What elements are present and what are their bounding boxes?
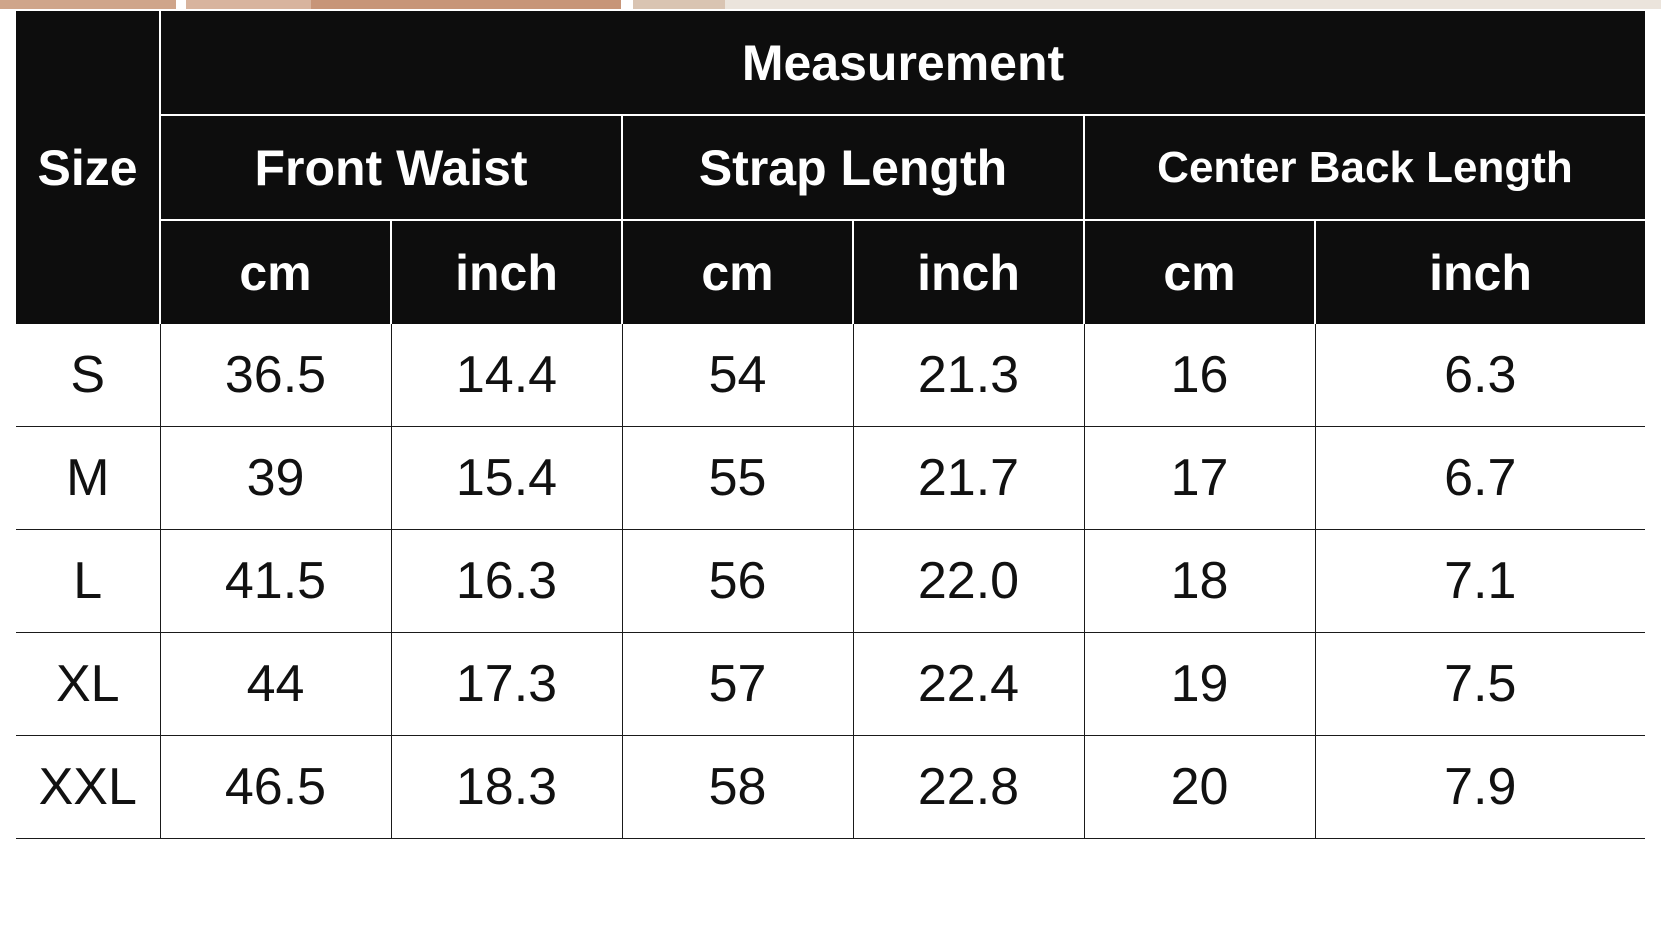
center-back-length-cm-cell: 17	[1083, 426, 1315, 530]
size-cell: XXL	[16, 735, 160, 839]
center-back-length-cm-cell: 18	[1083, 529, 1315, 633]
unit-header-inch: inch	[852, 219, 1084, 324]
size-column-header: Size	[16, 11, 160, 324]
photo-gap	[621, 0, 633, 9]
size-cell: M	[16, 426, 160, 530]
front-waist-inch-cell: 14.4	[390, 324, 622, 427]
product-photo-fragment	[186, 0, 311, 9]
unit-header-inch: inch	[390, 219, 622, 324]
table-row: XXL 46.5 18.3 58 22.8 20 7.9	[16, 735, 1645, 839]
center-back-length-inch-cell: 6.3	[1314, 324, 1645, 427]
strap-length-inch-cell: 22.0	[852, 529, 1084, 633]
strap-length-header: Strap Length	[621, 114, 1084, 220]
center-back-length-header: Center Back Length	[1083, 114, 1645, 220]
size-cell: XL	[16, 632, 160, 736]
product-photo-fragment	[0, 0, 176, 9]
strap-length-inch-cell: 21.7	[852, 426, 1084, 530]
size-chart-header: Size Measurement Front Waist Strap Lengt…	[16, 11, 1645, 324]
strap-length-inch-cell: 22.8	[852, 735, 1084, 839]
strap-length-inch-cell: 21.3	[852, 324, 1084, 427]
unit-header-cm: cm	[159, 219, 391, 324]
strap-length-cm-cell: 55	[621, 426, 853, 530]
strap-length-cm-cell: 58	[621, 735, 853, 839]
strap-length-cm-cell: 57	[621, 632, 853, 736]
center-back-length-inch-cell: 7.1	[1314, 529, 1645, 633]
size-cell: L	[16, 529, 160, 633]
size-chart-table: Size Measurement Front Waist Strap Lengt…	[16, 11, 1645, 839]
front-waist-cm-cell: 39	[159, 426, 391, 530]
front-waist-cm-cell: 41.5	[159, 529, 391, 633]
center-back-length-cm-cell: 16	[1083, 324, 1315, 427]
header-row-top: Size Measurement	[16, 11, 1645, 324]
product-photo-fragment	[311, 0, 621, 9]
center-back-length-inch-cell: 7.9	[1314, 735, 1645, 839]
center-back-length-inch-cell: 7.5	[1314, 632, 1645, 736]
strap-length-cm-cell: 56	[621, 529, 853, 633]
front-waist-inch-cell: 15.4	[390, 426, 622, 530]
product-photo-fragment	[725, 0, 1661, 9]
photo-gap	[176, 0, 186, 9]
front-waist-inch-cell: 17.3	[390, 632, 622, 736]
table-row: S 36.5 14.4 54 21.3 16 6.3	[16, 324, 1645, 427]
center-back-length-inch-cell: 6.7	[1314, 426, 1645, 530]
front-waist-cm-cell: 44	[159, 632, 391, 736]
strap-length-inch-cell: 22.4	[852, 632, 1084, 736]
product-photo-strip	[0, 0, 1661, 9]
front-waist-header: Front Waist	[159, 114, 622, 220]
table-row: XL 44 17.3 57 22.4 19 7.5	[16, 632, 1645, 736]
table-row: L 41.5 16.3 56 22.0 18 7.1	[16, 529, 1645, 633]
strap-length-cm-cell: 54	[621, 324, 853, 427]
size-cell: S	[16, 324, 160, 427]
center-back-length-cm-cell: 20	[1083, 735, 1315, 839]
measurement-header: Measurement	[159, 11, 1645, 115]
center-back-length-cm-cell: 19	[1083, 632, 1315, 736]
front-waist-cm-cell: 36.5	[159, 324, 391, 427]
front-waist-inch-cell: 18.3	[390, 735, 622, 839]
header-row-groups: Front Waist Strap Length Center Back Len…	[16, 114, 1645, 220]
table-row: M 39 15.4 55 21.7 17 6.7	[16, 426, 1645, 530]
header-row-units: cm inch cm inch cm inch	[16, 219, 1645, 324]
unit-header-cm: cm	[1083, 219, 1315, 324]
unit-header-cm: cm	[621, 219, 853, 324]
size-chart-body: S 36.5 14.4 54 21.3 16 6.3 M 39 15.4 55 …	[16, 324, 1645, 839]
front-waist-inch-cell: 16.3	[390, 529, 622, 633]
unit-header-inch: inch	[1314, 219, 1645, 324]
product-photo-fragment	[633, 0, 725, 9]
front-waist-cm-cell: 46.5	[159, 735, 391, 839]
